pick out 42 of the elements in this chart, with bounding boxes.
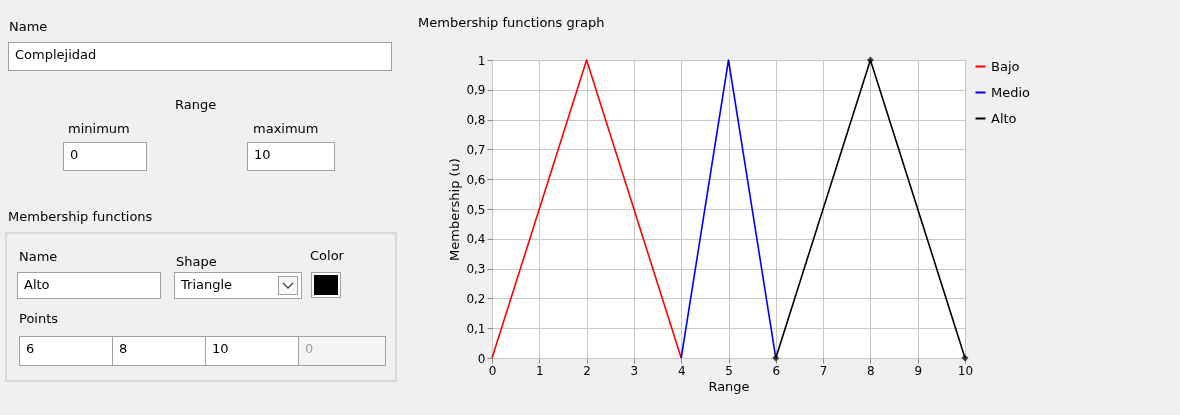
x-tick-label: 6 xyxy=(772,363,781,378)
text: 0 xyxy=(63,142,147,171)
text: Points xyxy=(19,311,59,326)
y-tick-label: 0,6 xyxy=(466,172,486,187)
x-tick-label: 1 xyxy=(535,363,544,378)
text: Color xyxy=(310,248,344,263)
y-tick-label: 0,1 xyxy=(466,321,486,336)
x-tick-label: 3 xyxy=(630,363,639,378)
text: Complejidad xyxy=(8,42,392,71)
legend-label: Alto xyxy=(991,110,1017,126)
y-tick-label: 0,5 xyxy=(466,202,486,217)
text: Alto xyxy=(17,272,161,299)
text: Name xyxy=(19,249,58,264)
x-tick-label: 4 xyxy=(677,363,686,378)
y-tick-label: 0,2 xyxy=(466,291,486,306)
text: Shape xyxy=(176,254,217,269)
x-tick-label: 9 xyxy=(914,363,923,378)
y-axis-title: Membership (u) xyxy=(447,158,463,261)
x-tick-label: 2 xyxy=(583,363,591,378)
text: Triangle xyxy=(174,272,302,299)
y-tick-label: 0,3 xyxy=(466,262,486,277)
x-tick-label: 8 xyxy=(867,363,875,378)
x-tick-label: 7 xyxy=(819,363,828,378)
legend-label: Bajo xyxy=(991,58,1020,74)
y-tick-label: 0,9 xyxy=(466,83,486,98)
text: 10 xyxy=(247,142,335,171)
y-tick-label: 1 xyxy=(477,53,486,68)
legend-label: Medio xyxy=(991,84,1031,100)
chart-title: Membership functions graph xyxy=(418,15,605,30)
x-tick-label: 10 xyxy=(957,363,974,378)
text: maximum xyxy=(253,121,319,136)
y-tick-label: 0,7 xyxy=(466,142,486,157)
x-tick-label: 0 xyxy=(488,363,497,378)
y-tick-label: 0,4 xyxy=(466,232,486,247)
x-tick-label: 5 xyxy=(725,363,733,378)
text: Range xyxy=(175,97,217,112)
text: Membership functions xyxy=(8,209,153,224)
x-axis-title: Range xyxy=(708,378,750,394)
text: minimum xyxy=(68,121,130,136)
y-tick-label: 0 xyxy=(477,351,486,366)
text: Name xyxy=(9,19,48,34)
y-tick-label: 0,8 xyxy=(466,113,486,128)
